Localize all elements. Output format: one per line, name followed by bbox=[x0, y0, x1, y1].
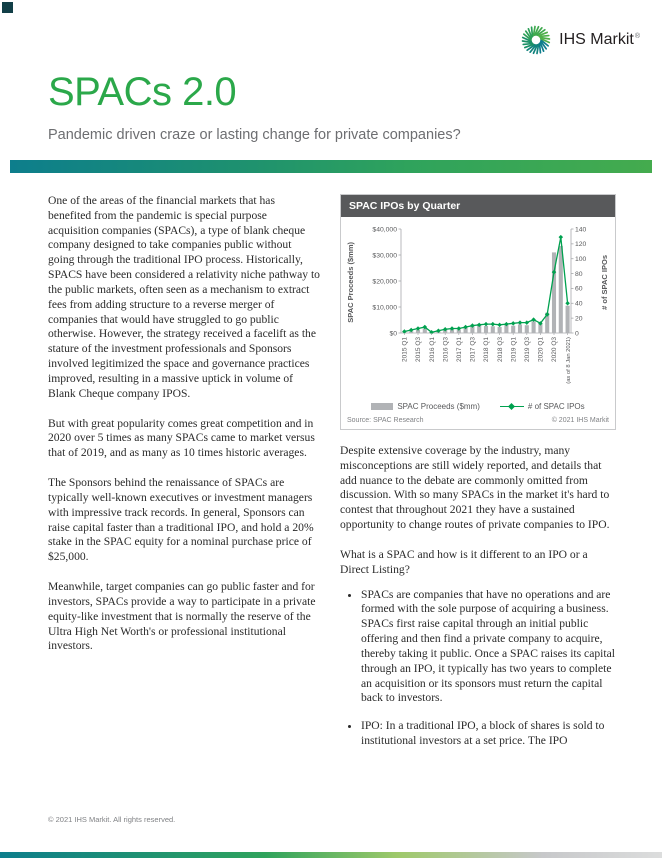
svg-text:100: 100 bbox=[575, 256, 587, 263]
chart-left-axis-title: SPAC Proceeds ($mm) bbox=[345, 241, 355, 323]
svg-text:2015 Q3: 2015 Q3 bbox=[415, 337, 422, 362]
svg-text:$30,000: $30,000 bbox=[372, 252, 397, 259]
content-columns: One of the areas of the financial market… bbox=[48, 194, 616, 762]
spac-ipos-chart: SPAC IPOs by Quarter SPAC Proceeds ($mm)… bbox=[340, 194, 616, 430]
right-column: SPAC IPOs by Quarter SPAC Proceeds ($mm)… bbox=[340, 194, 616, 762]
svg-text:$20,000: $20,000 bbox=[372, 278, 397, 285]
bar-swatch-icon bbox=[371, 403, 394, 410]
ihs-markit-logo: IHS Markit® bbox=[520, 24, 640, 56]
svg-text:2019 Q3: 2019 Q3 bbox=[524, 337, 531, 362]
page-title: SPACs 2.0 bbox=[48, 70, 237, 114]
chart-copyright: © 2021 IHS Markit bbox=[551, 417, 609, 424]
paragraph-sponsors: The Sponsors behind the renaissance of S… bbox=[48, 476, 314, 564]
svg-text:2016 Q1: 2016 Q1 bbox=[429, 337, 436, 362]
svg-text:2015 Q1: 2015 Q1 bbox=[402, 337, 409, 362]
svg-text:60: 60 bbox=[575, 286, 583, 293]
corner-accent bbox=[2, 2, 13, 13]
ihs-markit-logo-icon bbox=[521, 25, 551, 55]
logo-text: IHS Markit® bbox=[559, 31, 640, 48]
chart-right-axis-title: # of SPAC IPOs bbox=[599, 254, 609, 310]
chart-svg: $0 $10,000 $20,000 $30,000 $40,000 0 20 40 60 80 1… bbox=[372, 226, 587, 384]
bullet-spac-definition: SPACs are companies that have no operati… bbox=[361, 588, 616, 707]
svg-text:2017 Q3: 2017 Q3 bbox=[470, 337, 477, 362]
svg-text:2017 Q1: 2017 Q1 bbox=[456, 337, 463, 362]
svg-text:80: 80 bbox=[575, 271, 583, 278]
page-footer: © 2021 IHS Markit. All rights reserved. bbox=[48, 815, 176, 824]
svg-text:2020 Q1: 2020 Q1 bbox=[538, 337, 545, 362]
paragraph-misconceptions: Despite extensive coverage by the indust… bbox=[340, 444, 610, 532]
svg-text:40: 40 bbox=[575, 301, 583, 308]
chart-source-row: Source: SPAC Research © 2021 IHS Markit bbox=[341, 416, 615, 429]
svg-text:2016 Q3: 2016 Q3 bbox=[442, 337, 449, 362]
registered-mark: ® bbox=[634, 32, 640, 40]
paragraph-investors: Meanwhile, target companies can go publi… bbox=[48, 580, 316, 653]
svg-text:20: 20 bbox=[575, 315, 583, 322]
bullet-ipo-definition: IPO: In a traditional IPO, a block of sh… bbox=[361, 719, 616, 749]
paragraph-popularity: But with great popularity comes great co… bbox=[48, 416, 315, 460]
svg-text:$40,000: $40,000 bbox=[372, 226, 397, 233]
paragraph-intro: One of the areas of the financial market… bbox=[48, 194, 320, 400]
chart-legend: SPAC Proceeds ($mm) # of SPAC IPOs bbox=[341, 399, 615, 416]
legend-ipos: # of SPAC IPOs bbox=[499, 402, 585, 411]
chart-source: Source: SPAC Research bbox=[347, 417, 424, 424]
left-column: One of the areas of the financial market… bbox=[48, 194, 320, 669]
svg-text:120: 120 bbox=[575, 241, 587, 248]
svg-text:2020 Q3: 2020 Q3 bbox=[551, 337, 558, 362]
svg-text:2019 Q1: 2019 Q1 bbox=[510, 337, 517, 362]
chart-plot-area: SPAC Proceeds ($mm) $0 $10,000 $20,000 $30,… bbox=[341, 217, 615, 399]
divider-gradient-bar bbox=[10, 160, 652, 173]
svg-text:2018 Q1: 2018 Q1 bbox=[483, 337, 490, 362]
legend-ipos-label: # of SPAC IPOs bbox=[527, 402, 585, 411]
question-heading: What is a SPAC and how is it different t… bbox=[340, 547, 588, 576]
legend-proceeds: SPAC Proceeds ($mm) bbox=[371, 402, 480, 411]
line-swatch-icon bbox=[499, 403, 524, 411]
svg-text:$10,000: $10,000 bbox=[372, 304, 397, 311]
svg-text:2018 Q3: 2018 Q3 bbox=[497, 337, 504, 362]
svg-text:(as of 8 Jan 2021): (as of 8 Jan 2021) bbox=[566, 337, 572, 384]
legend-proceeds-label: SPAC Proceeds ($mm) bbox=[397, 402, 480, 411]
svg-text:140: 140 bbox=[575, 226, 587, 233]
page-subtitle: Pandemic driven craze or lasting change … bbox=[48, 127, 461, 143]
chart-title: SPAC IPOs by Quarter bbox=[341, 195, 615, 217]
bottom-gradient-strip bbox=[0, 852, 662, 858]
definition-list: SPACs are companies that have no operati… bbox=[340, 588, 616, 749]
svg-text:0: 0 bbox=[575, 330, 579, 337]
svg-text:$0: $0 bbox=[389, 330, 397, 337]
